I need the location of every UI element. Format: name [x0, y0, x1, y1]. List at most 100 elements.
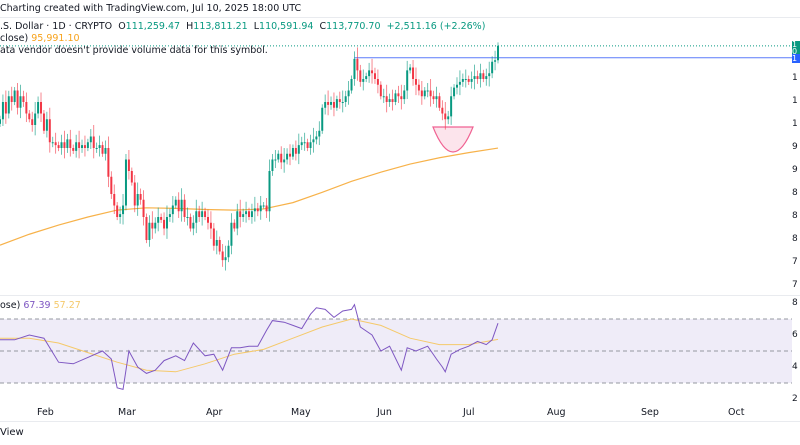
candle-body [107, 148, 110, 177]
candle-body [95, 148, 98, 149]
price-axis-label: 9 [792, 142, 798, 152]
high-value: 113,811.21 [193, 21, 248, 32]
candle-body [344, 96, 347, 102]
candle-body [242, 214, 245, 217]
low-label: L [253, 21, 260, 32]
candle-body [382, 96, 385, 98]
candle-body [268, 171, 271, 212]
volume-notice: ata vendor doesn't provide volume data f… [0, 45, 268, 56]
candle-body [31, 119, 34, 125]
candle-body [426, 90, 429, 92]
candle-body [130, 171, 133, 183]
candle-body [250, 211, 253, 217]
candle-body [224, 257, 227, 261]
candle-body [359, 70, 362, 82]
candle-body [40, 102, 43, 114]
candle-body [274, 159, 277, 161]
candle-body [116, 205, 119, 217]
candle-body [54, 142, 57, 146]
candle-body [453, 87, 456, 97]
candle-body [271, 159, 274, 171]
candle-body [136, 194, 139, 206]
candle-body [98, 145, 101, 148]
candle-body [180, 199, 183, 212]
price-axis-label: 1 [792, 119, 798, 129]
ma-value: 95,991.10 [31, 33, 80, 44]
candle-body [0, 119, 1, 124]
candle-body [432, 96, 435, 100]
candle-body [473, 76, 476, 79]
candle-body [139, 194, 142, 200]
candle-body [248, 211, 250, 217]
candle-body [66, 139, 69, 148]
candle-body [277, 153, 280, 160]
candle-body [60, 142, 63, 148]
cup-annotation [432, 126, 474, 153]
candle-body [479, 73, 482, 79]
candle-body [350, 79, 353, 91]
time-axis-label: Aug [547, 407, 566, 418]
candle-body [335, 99, 338, 108]
candle-body [4, 102, 7, 114]
candle-body [385, 96, 388, 102]
candle-body [148, 222, 151, 240]
candle-body [391, 99, 394, 102]
candle-body [177, 199, 180, 212]
rsi-value: 67.39 [23, 300, 51, 311]
candle-body [198, 211, 201, 217]
candle-body [133, 182, 136, 206]
candle-body [124, 159, 127, 206]
candle-body [113, 194, 116, 206]
candle-body [491, 61, 494, 74]
candle-body [233, 222, 236, 229]
candle-body [412, 67, 415, 79]
candle-body [406, 70, 409, 91]
candle-body [212, 228, 215, 246]
candle-body [174, 199, 177, 206]
candle-body [435, 96, 438, 100]
candle-body [42, 113, 45, 131]
candle-body [37, 102, 40, 114]
high-label: H [186, 21, 194, 32]
time-axis-label: Jul [463, 407, 475, 418]
candle-body [444, 113, 447, 120]
close-value: 113,770.70 [326, 21, 381, 32]
candle-body [423, 90, 426, 97]
pane-divider[interactable] [0, 295, 800, 296]
candle-body [461, 79, 464, 82]
rsi-line [0, 303, 499, 391]
candle-body [347, 90, 350, 97]
candle-body [376, 79, 379, 85]
candle-body [286, 153, 289, 160]
candle-body [403, 90, 406, 100]
candle-body [280, 153, 283, 163]
candle-body [309, 142, 312, 148]
change-value: +2,511.16 (+2.26%) [386, 21, 486, 32]
candle-body [488, 73, 491, 77]
candle-body [45, 119, 48, 131]
ma200-line [0, 147, 499, 246]
candle-body [330, 102, 333, 105]
candle-body [195, 211, 198, 223]
candle-body [341, 102, 344, 103]
candle-body [312, 139, 315, 143]
rsi-label: ose) [0, 300, 21, 311]
candle-body [497, 45, 499, 61]
candle-body [110, 176, 113, 194]
candle-body [168, 214, 171, 217]
candle-body [163, 219, 166, 229]
candle-body [183, 199, 186, 217]
candle-body [356, 58, 359, 71]
candle-body [400, 96, 403, 100]
tradingview-brand: View [0, 427, 24, 438]
candle-body [154, 222, 157, 229]
candle-body [34, 113, 37, 125]
price-axis-label: 1 [792, 73, 798, 83]
price-axis-label: 7 [792, 280, 798, 290]
candle-body [230, 222, 233, 246]
candle-body [7, 96, 10, 114]
candle-body [19, 96, 22, 108]
candle-body [201, 211, 204, 217]
time-axis-label: Apr [206, 407, 223, 418]
